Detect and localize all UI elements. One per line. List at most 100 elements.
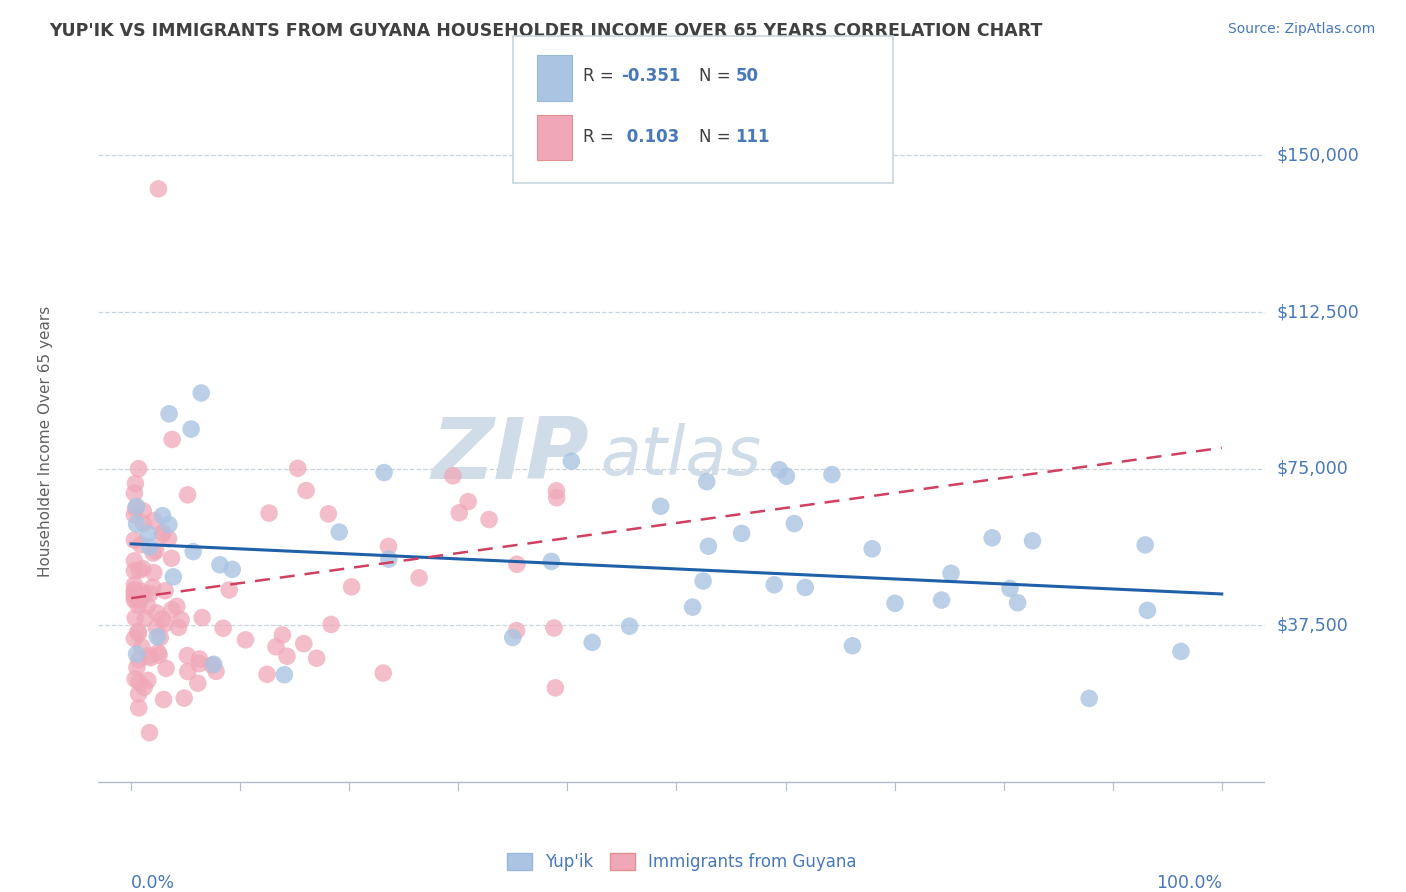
Point [775,469,797,483]
Point [155,661,177,675]
Point [650,500,672,514]
Point [378,552,401,566]
Point [218,582,240,597]
Point [273,667,295,681]
Point [190,386,212,401]
Point [1136,603,1159,617]
Point [124,554,146,568]
Point [449,506,471,520]
Point [1007,596,1029,610]
Point [136,673,159,688]
Point [152,525,174,540]
Point [884,596,907,610]
Point [619,619,641,633]
Text: ZIP: ZIP [430,415,589,498]
Point [1135,538,1157,552]
Point [208,558,231,572]
Point [457,494,479,508]
Point [560,454,582,468]
Point [124,476,146,491]
Point [502,631,524,645]
Point [157,532,180,546]
Point [128,593,150,607]
Point [264,640,287,654]
Point [134,680,156,694]
Point [128,687,150,701]
Point [295,483,318,498]
Point [188,652,211,666]
Point [682,600,704,615]
Point [157,407,180,421]
Point [148,645,170,659]
Point [124,593,146,607]
Point [176,488,198,502]
Point [860,541,883,556]
Point [931,593,953,607]
Text: -0.351: -0.351 [621,67,681,85]
Point [128,563,150,577]
Point [142,566,165,580]
Point [191,610,214,624]
Point [276,649,298,664]
Point [257,506,280,520]
Point [132,504,155,518]
Point [546,483,568,498]
Point [188,657,211,671]
Point [292,637,315,651]
Point [136,526,159,541]
Point [143,514,166,528]
Point [783,516,806,531]
Point [125,660,148,674]
Point [319,617,342,632]
Point [1078,691,1101,706]
Point [328,524,350,539]
Point [127,624,149,639]
Point [692,574,714,588]
Point [176,648,198,663]
Point [138,648,160,663]
Point [138,540,160,554]
Point [131,584,153,599]
Point [287,461,309,475]
Point [180,422,202,436]
Point [998,582,1021,596]
Point [142,580,165,594]
Point [177,665,200,679]
Point [763,578,786,592]
Point [1170,644,1192,658]
Point [124,486,146,500]
Point [157,517,180,532]
Point [153,616,176,631]
Point [697,539,720,553]
Point [696,475,718,489]
Point [153,583,176,598]
Point [543,621,565,635]
Point [124,564,146,578]
Point [373,466,395,480]
Point [544,681,567,695]
Text: $112,500: $112,500 [1277,303,1360,321]
Text: N =: N = [699,67,735,85]
Point [271,628,294,642]
Point [546,491,568,505]
Point [981,531,1004,545]
Point [124,672,146,686]
Point [148,648,170,663]
Point [128,461,150,475]
Point [146,630,169,644]
Point [132,561,155,575]
Point [124,508,146,522]
Text: 111: 111 [735,128,770,146]
Point [124,632,146,646]
Point [128,626,150,640]
Text: atlas: atlas [600,423,761,489]
Point [821,467,844,482]
Point [408,571,430,585]
Text: N =: N = [699,128,735,146]
Point [377,539,399,553]
Point [128,653,150,667]
Point [160,551,183,566]
Point [256,667,278,681]
Point [221,562,243,576]
Point [540,554,562,568]
